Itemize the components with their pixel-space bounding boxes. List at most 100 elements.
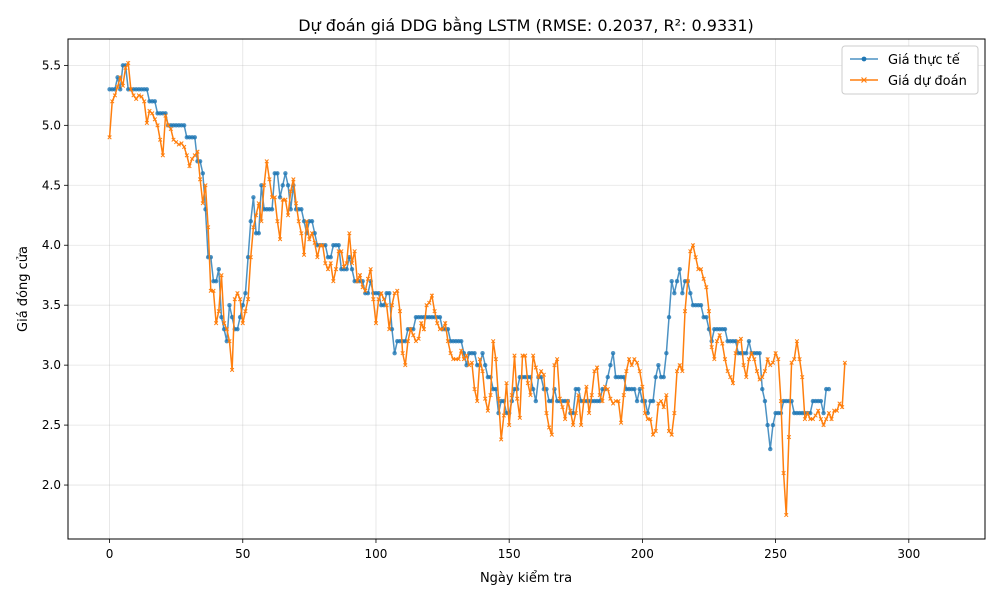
data-point <box>781 470 786 476</box>
data-point <box>405 339 411 344</box>
data-point <box>483 396 488 401</box>
data-point <box>685 279 690 284</box>
legend-item-actual: Giá thực tế <box>850 53 960 68</box>
data-point <box>800 374 805 380</box>
data-point <box>229 314 235 320</box>
data-point <box>824 416 829 422</box>
data-point <box>381 297 387 302</box>
y-tick-label: 2.0 <box>42 478 61 492</box>
data-point <box>664 392 669 398</box>
data-point <box>765 422 770 428</box>
data-point <box>360 285 365 290</box>
data-point <box>608 362 613 368</box>
data-point <box>347 231 352 236</box>
data-point <box>411 333 416 338</box>
data-point <box>581 398 586 404</box>
data-point <box>328 255 333 260</box>
data-point <box>530 386 536 392</box>
data-point <box>312 240 317 245</box>
data-point <box>725 368 730 374</box>
data-point <box>251 195 256 200</box>
data-point <box>243 291 248 296</box>
data-point <box>336 243 341 248</box>
data-point <box>589 392 594 398</box>
data-point <box>637 368 642 374</box>
data-point <box>459 348 464 353</box>
data-point <box>816 408 821 413</box>
data-point <box>155 123 160 128</box>
data-point <box>605 374 610 380</box>
data-point <box>584 384 589 389</box>
y-tick-label: 5.5 <box>42 58 61 72</box>
data-point <box>112 93 118 98</box>
data-point <box>237 297 243 302</box>
legend-label-actual: Giá thực tế <box>888 53 960 68</box>
data-point <box>757 350 762 356</box>
data-point <box>826 410 832 416</box>
legend-marker-actual <box>861 56 867 62</box>
data-point <box>152 99 158 104</box>
data-point <box>224 327 229 332</box>
data-point <box>562 416 568 422</box>
data-point <box>480 350 485 356</box>
data-point <box>283 171 288 176</box>
data-point <box>275 219 280 224</box>
data-point <box>299 231 304 236</box>
data-point <box>834 408 840 413</box>
data-point <box>213 279 219 284</box>
legend-label-predicted: Giá dự đoán <box>888 74 967 89</box>
data-point <box>387 327 392 332</box>
data-point <box>219 314 224 320</box>
data-point <box>768 446 773 452</box>
data-point <box>144 120 150 126</box>
data-point <box>786 434 792 440</box>
data-point <box>197 177 203 182</box>
data-point <box>797 356 802 362</box>
data-point <box>706 309 712 314</box>
data-point <box>592 368 597 374</box>
data-point <box>160 153 165 158</box>
data-point <box>107 135 112 140</box>
data-point <box>533 398 539 404</box>
data-point <box>688 291 693 296</box>
data-point <box>285 213 291 218</box>
data-point <box>480 368 485 374</box>
data-point <box>698 267 704 272</box>
data-point <box>472 386 477 392</box>
data-point <box>776 356 781 362</box>
data-point <box>277 237 283 242</box>
data-point <box>762 368 768 374</box>
data-point <box>672 410 677 416</box>
data-point <box>333 267 339 272</box>
data-point <box>166 123 171 128</box>
data-point <box>570 422 576 428</box>
y-tick-label: 4.0 <box>42 238 61 252</box>
data-point <box>712 356 717 362</box>
data-point <box>517 415 522 421</box>
y-tick-label: 2.5 <box>42 418 61 432</box>
plot-area: 0 50 100 150 200 250 300 2.0 2.5 3.0 3.5 4.0 4.5 5.0… <box>42 38 986 561</box>
data-point <box>576 386 581 392</box>
data-point <box>400 350 405 356</box>
data-point <box>296 219 301 224</box>
data-point <box>658 398 664 404</box>
data-point <box>629 362 634 368</box>
data-point <box>445 339 451 344</box>
x-tick-label: 100 <box>365 547 388 561</box>
data-point <box>203 183 208 188</box>
data-point <box>205 225 211 230</box>
data-point <box>680 368 685 374</box>
data-point <box>387 291 392 296</box>
data-point <box>309 219 315 224</box>
data-point <box>459 338 464 344</box>
data-point <box>642 410 648 416</box>
data-point <box>597 392 602 398</box>
data-point <box>760 386 765 392</box>
data-point <box>754 368 760 374</box>
data-point <box>253 213 259 218</box>
data-point <box>118 75 123 80</box>
data-point <box>243 309 248 314</box>
data-point <box>115 84 120 90</box>
legend-item-predicted: Giá dự đoán <box>850 74 967 89</box>
y-axis: 2.0 2.5 3.0 3.5 4.0 4.5 5.0 5.5 <box>42 58 68 492</box>
